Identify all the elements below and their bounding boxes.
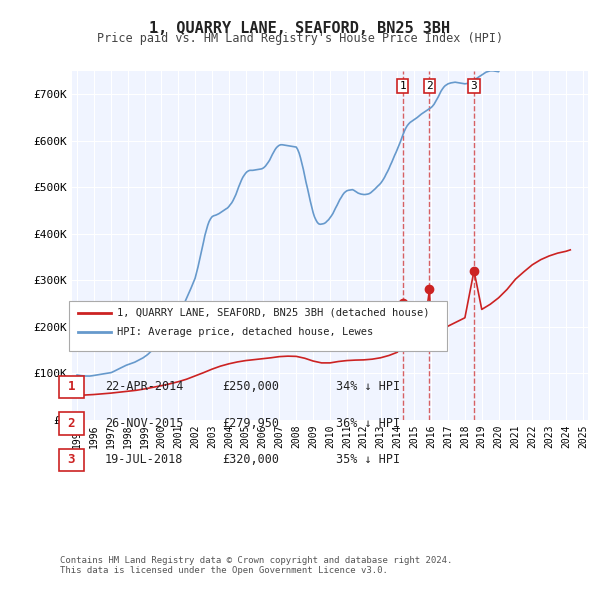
Text: HPI: Average price, detached house, Lewes: HPI: Average price, detached house, Lewe… [117, 327, 373, 336]
Text: 26-NOV-2015: 26-NOV-2015 [105, 417, 184, 430]
Text: 34% ↓ HPI: 34% ↓ HPI [336, 380, 400, 393]
Text: 36% ↓ HPI: 36% ↓ HPI [336, 417, 400, 430]
Text: 2: 2 [426, 81, 433, 91]
Text: 3: 3 [470, 81, 478, 91]
Text: £250,000: £250,000 [222, 380, 279, 393]
Text: Price paid vs. HM Land Registry's House Price Index (HPI): Price paid vs. HM Land Registry's House … [97, 32, 503, 45]
Text: 1, QUARRY LANE, SEAFORD, BN25 3BH: 1, QUARRY LANE, SEAFORD, BN25 3BH [149, 21, 451, 35]
Text: £279,950: £279,950 [222, 417, 279, 430]
Text: 2: 2 [68, 417, 75, 430]
Text: 1: 1 [68, 380, 75, 393]
Text: £320,000: £320,000 [222, 453, 279, 466]
Text: 1, QUARRY LANE, SEAFORD, BN25 3BH (detached house): 1, QUARRY LANE, SEAFORD, BN25 3BH (detac… [117, 308, 430, 317]
Text: 3: 3 [68, 453, 75, 466]
Text: Contains HM Land Registry data © Crown copyright and database right 2024.
This d: Contains HM Land Registry data © Crown c… [60, 556, 452, 575]
Text: 22-APR-2014: 22-APR-2014 [105, 380, 184, 393]
Text: 19-JUL-2018: 19-JUL-2018 [105, 453, 184, 466]
Text: 35% ↓ HPI: 35% ↓ HPI [336, 453, 400, 466]
Text: 1: 1 [400, 81, 406, 91]
